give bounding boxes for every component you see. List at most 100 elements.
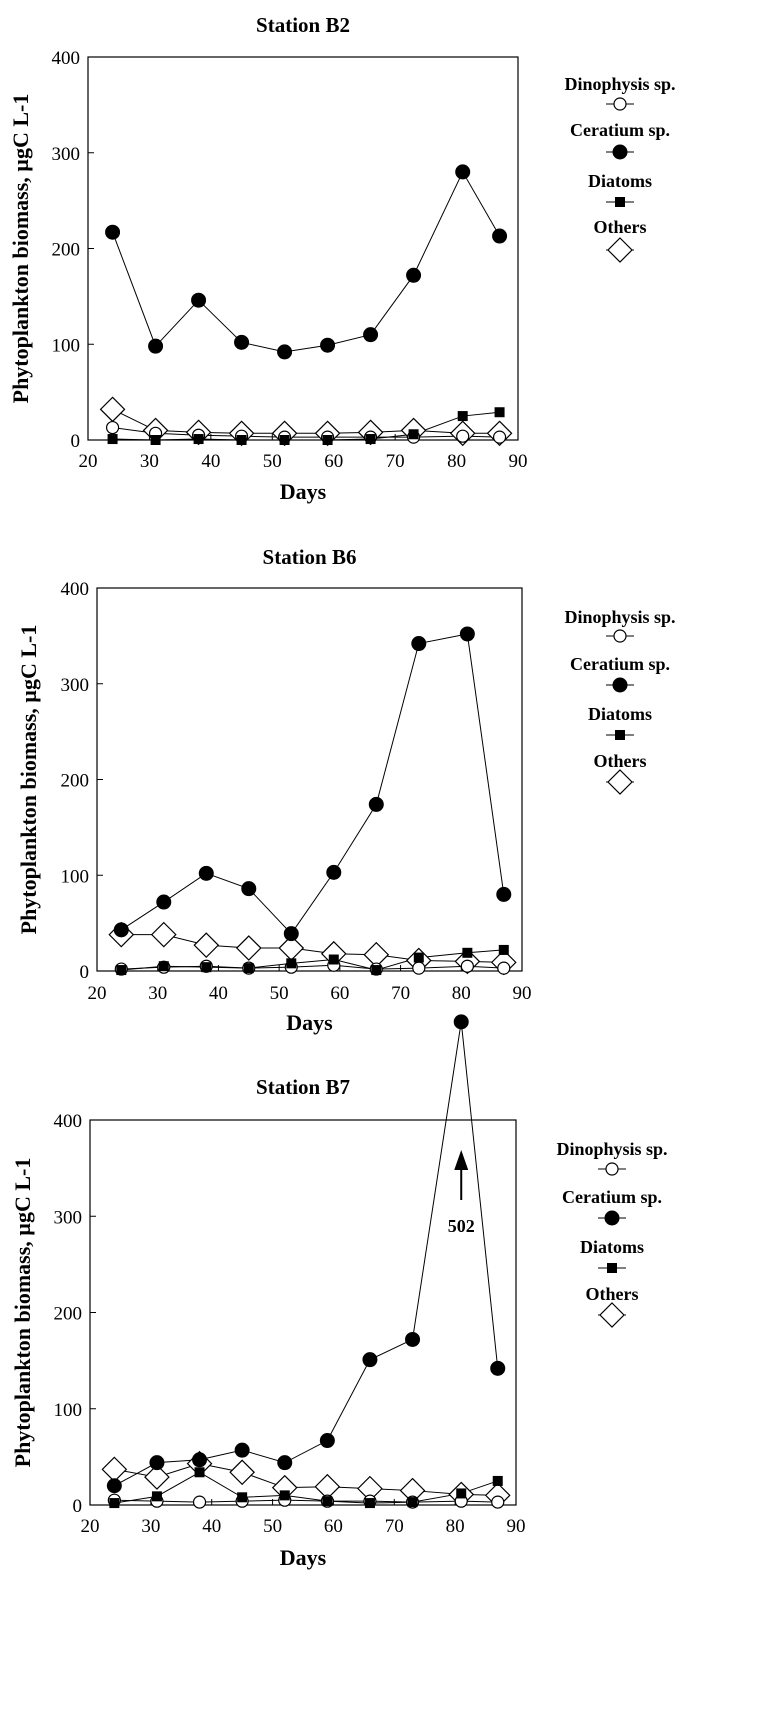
legend-symbol bbox=[604, 1210, 620, 1226]
data-point bbox=[328, 954, 339, 965]
x-tick-label: 80 bbox=[452, 983, 471, 1004]
legend-label: Dinophysis sp. bbox=[564, 74, 675, 94]
data-point bbox=[411, 636, 427, 652]
plot-frame bbox=[87, 56, 519, 441]
x-tick-label: 90 bbox=[509, 451, 528, 472]
data-point bbox=[101, 1456, 128, 1483]
legend-marker bbox=[612, 144, 628, 160]
legend-marker bbox=[604, 1210, 620, 1226]
series-points-1 bbox=[106, 1014, 506, 1494]
data-point bbox=[151, 1491, 162, 1502]
data-point bbox=[150, 921, 177, 948]
series-line-3 bbox=[114, 1463, 498, 1496]
data-point bbox=[156, 894, 172, 910]
data-point bbox=[492, 1475, 503, 1486]
series-line-2 bbox=[112, 411, 500, 441]
plot-frame bbox=[89, 1119, 517, 1506]
legend-marker bbox=[615, 197, 625, 207]
x-tick-label: 80 bbox=[446, 1516, 465, 1537]
data-point bbox=[277, 344, 293, 360]
data-point bbox=[229, 1459, 255, 1486]
data-point bbox=[113, 922, 129, 938]
x-tick-label: 30 bbox=[140, 451, 159, 472]
series-line-0 bbox=[114, 1499, 498, 1503]
y-tick-label: 300 bbox=[61, 675, 90, 696]
annotation-arrow-head bbox=[454, 1150, 469, 1170]
x-tick-label: 40 bbox=[209, 983, 228, 1004]
x-tick-label: 60 bbox=[324, 1516, 343, 1537]
data-point bbox=[286, 958, 297, 969]
data-point bbox=[148, 338, 164, 354]
series-line-2 bbox=[121, 949, 504, 971]
y-tick-label: 0 bbox=[71, 431, 81, 452]
chart-title: Station B7 bbox=[256, 1075, 350, 1099]
legend-symbol bbox=[599, 1302, 625, 1328]
series-line-1 bbox=[121, 633, 505, 935]
legend-marker bbox=[599, 1302, 625, 1328]
data-point bbox=[99, 396, 126, 423]
data-point bbox=[236, 435, 247, 445]
x-tick-label: 70 bbox=[385, 1516, 404, 1537]
legend-label: Diatoms bbox=[588, 704, 652, 724]
data-point bbox=[498, 944, 509, 955]
legend-marker bbox=[607, 769, 633, 795]
series-points-2 bbox=[116, 944, 509, 976]
data-point bbox=[363, 327, 379, 343]
y-tick-label: 400 bbox=[54, 1111, 83, 1132]
data-point bbox=[456, 429, 470, 443]
legend-label: Diatoms bbox=[580, 1237, 644, 1257]
data-point bbox=[412, 961, 426, 975]
y-tick-label: 300 bbox=[54, 1207, 83, 1228]
x-tick-label: 60 bbox=[324, 451, 343, 472]
data-point bbox=[191, 292, 207, 308]
legend-label: Dinophysis sp. bbox=[564, 607, 675, 627]
legend-marker bbox=[607, 1263, 617, 1273]
y-axis-label: Phytoplankton biomass, µgC L-1 bbox=[16, 625, 41, 935]
legend-marker bbox=[612, 677, 628, 693]
y-tick-label: 200 bbox=[52, 240, 81, 261]
data-point bbox=[198, 865, 214, 881]
data-point bbox=[243, 963, 254, 974]
x-axis-label: Days bbox=[286, 1010, 333, 1035]
legend-symbol bbox=[612, 677, 628, 693]
data-point bbox=[320, 337, 336, 353]
data-point bbox=[365, 434, 376, 445]
series-line-0 bbox=[121, 964, 504, 970]
data-point bbox=[105, 224, 121, 240]
data-point bbox=[492, 430, 507, 444]
data-point bbox=[406, 267, 422, 283]
data-point bbox=[496, 886, 512, 902]
y-tick-label: 200 bbox=[54, 1304, 83, 1325]
series-points-1 bbox=[113, 626, 512, 942]
data-point bbox=[413, 952, 424, 963]
data-point bbox=[364, 1498, 375, 1509]
data-point bbox=[362, 1352, 378, 1368]
data-point bbox=[497, 961, 511, 975]
series-line-2 bbox=[114, 1471, 498, 1504]
legend-label: Ceratium sp. bbox=[562, 1187, 662, 1207]
y-tick-label: 100 bbox=[54, 1400, 83, 1421]
series-line-3 bbox=[112, 408, 500, 434]
series-line-1 bbox=[112, 170, 501, 353]
y-tick-label: 0 bbox=[80, 962, 90, 983]
x-tick-label: 50 bbox=[263, 1516, 282, 1537]
x-tick-label: 50 bbox=[270, 983, 289, 1004]
legend-label: Ceratium sp. bbox=[570, 654, 670, 674]
data-point bbox=[192, 1452, 208, 1468]
legend-marker bbox=[613, 97, 627, 111]
data-point bbox=[326, 864, 342, 880]
data-point bbox=[144, 1464, 170, 1490]
data-point bbox=[368, 796, 384, 812]
data-point bbox=[149, 1455, 165, 1471]
x-tick-label: 60 bbox=[330, 983, 349, 1004]
y-axis-label: Phytoplankton biomass, µgC L-1 bbox=[10, 1158, 35, 1468]
data-point bbox=[457, 411, 468, 422]
data-point bbox=[459, 626, 475, 642]
series-points-3 bbox=[108, 921, 517, 976]
legend-symbol bbox=[605, 1162, 619, 1176]
y-tick-label: 100 bbox=[52, 335, 81, 356]
data-point bbox=[235, 935, 262, 961]
data-point bbox=[109, 1498, 120, 1509]
legend-label: Others bbox=[586, 1284, 639, 1304]
legend-symbol bbox=[613, 97, 627, 111]
